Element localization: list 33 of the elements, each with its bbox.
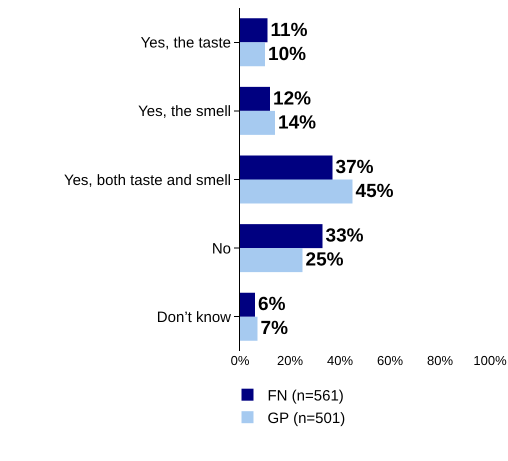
- legend-label: GP (n=501): [268, 410, 346, 428]
- y-tick-label: Yes, the smell: [138, 103, 231, 120]
- bar: [240, 224, 322, 248]
- bar: [240, 316, 258, 341]
- data-label: 7%: [260, 318, 288, 340]
- data-label: 14%: [278, 112, 316, 134]
- legend-label: FN (n=561): [268, 388, 344, 405]
- bar: [240, 86, 270, 111]
- bar: [240, 18, 268, 42]
- y-tick-label: Don’t know: [156, 308, 232, 326]
- bar: [240, 110, 275, 135]
- y-tick-label: Yes, the taste: [140, 34, 231, 52]
- bar: [240, 180, 352, 204]
- y-tick-label: Yes, both taste and smell: [64, 172, 231, 189]
- x-tick-label: 20%: [276, 353, 304, 368]
- bar: [240, 155, 332, 180]
- data-label: 11%: [270, 20, 308, 41]
- data-label: 45%: [356, 181, 394, 202]
- data-label: 37%: [336, 156, 374, 178]
- x-tick-label: 60%: [376, 353, 404, 368]
- data-label: 12%: [273, 88, 312, 110]
- data-label: 6%: [258, 294, 286, 316]
- y-tick-label: No: [212, 240, 231, 258]
- x-tick-label: 0%: [230, 353, 250, 368]
- data-label: 25%: [306, 250, 344, 271]
- bar: [240, 292, 255, 317]
- x-tick-label: 40%: [326, 353, 354, 368]
- bar: [240, 42, 265, 66]
- data-label: 33%: [326, 226, 364, 247]
- bar: [240, 248, 302, 272]
- x-tick-label: 80%: [426, 353, 454, 368]
- data-label: 10%: [268, 44, 306, 65]
- x-tick-label: 100%: [473, 353, 508, 368]
